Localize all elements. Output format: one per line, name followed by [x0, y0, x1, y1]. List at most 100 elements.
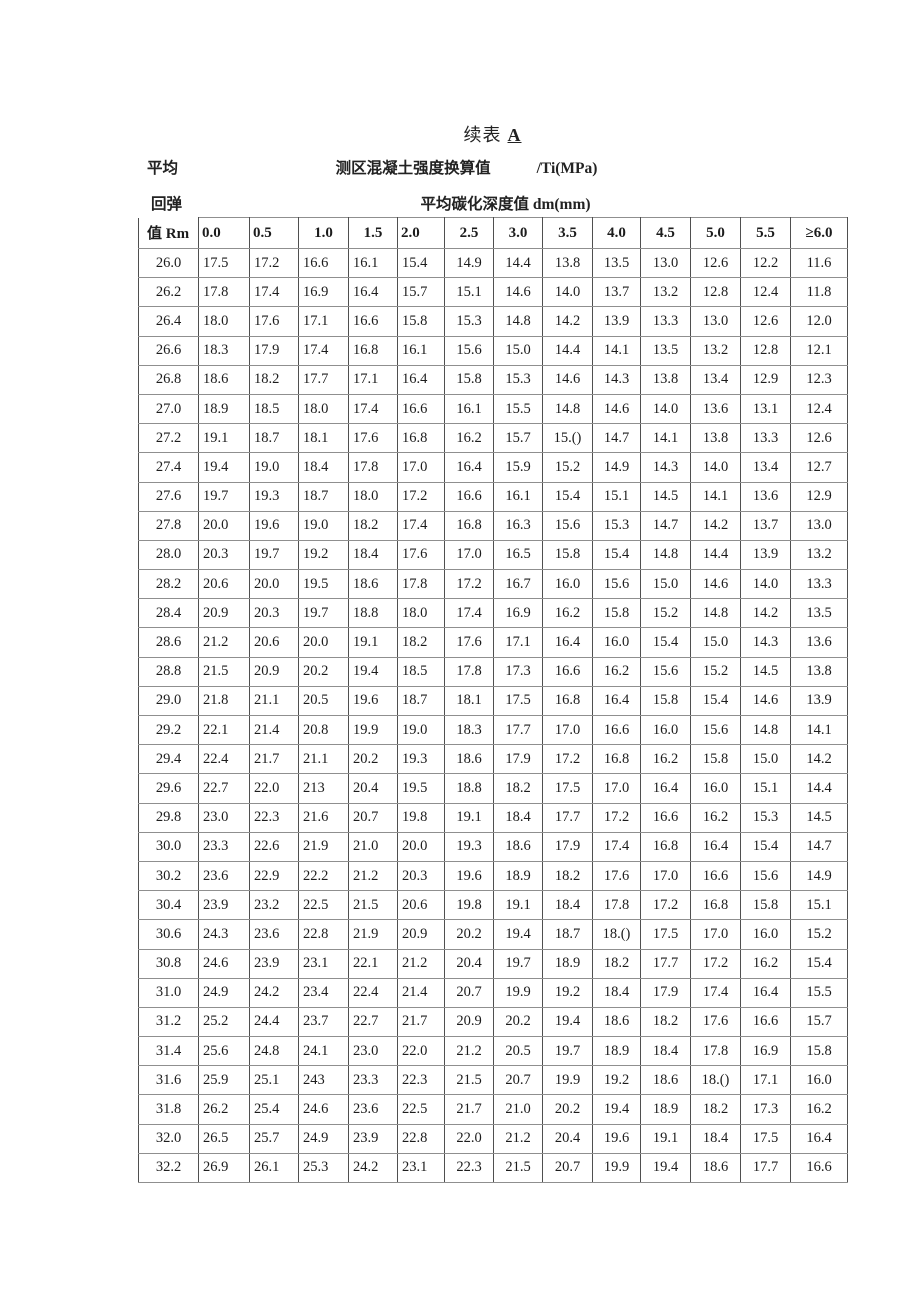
strength-value-cell: 13.4 [690, 364, 741, 395]
table-row-rm-30.2: 30.2 23.6 22.9 22.2 21.2 20.3 19.6 18.9 18.2 17.6… [138, 860, 848, 892]
table-row-rm-29.0: 29.0 21.8 21.1 20.5 19.6 18.7 18.1 17.5 16.8 16.4… [138, 685, 848, 717]
strength-value-cell: 23.1 [397, 1152, 445, 1184]
strength-value-cell: 19.8 [444, 890, 494, 921]
strength-value-cell: 20.5 [298, 685, 349, 717]
row-header-rm: 32.2 [138, 1152, 199, 1184]
strength-value-cell: 22.0 [444, 1123, 494, 1154]
strength-value-cell: 17.8 [690, 1036, 741, 1067]
strength-value-cell: 20.9 [198, 598, 250, 629]
strength-value-cell: 17.7 [298, 364, 349, 395]
strength-value-cell: 13.1 [740, 393, 791, 425]
table-row-rm-31.4: 31.4 25.6 24.8 24.1 23.0 22.0 21.2 20.5 19.7 18.9… [138, 1036, 848, 1067]
strength-value-cell: 13.6 [690, 393, 741, 425]
strength-value-cell: 14.0 [640, 393, 691, 425]
strength-value-cell: 16.6 [298, 247, 349, 279]
strength-value-cell: 16.2 [592, 656, 641, 687]
strength-value-cell: 12.2 [740, 247, 791, 279]
strength-value-cell: 16.8 [542, 685, 593, 717]
strength-value-cell: 16.1 [397, 335, 445, 366]
strength-value-cell: 19.7 [298, 598, 349, 629]
strength-value-cell: 19.7 [198, 481, 250, 512]
strength-value-cell: 20.5 [493, 1036, 543, 1067]
strength-value-cell: 14.9 [790, 860, 848, 892]
strength-value-cell: 18.2 [348, 510, 398, 541]
strength-value-cell: 18.4 [493, 802, 543, 833]
strength-value-cell: 20.2 [298, 656, 349, 687]
table-row-rm-27.4: 27.4 19.4 19.0 18.4 17.8 17.0 16.4 15.9 15.2 14.9… [138, 452, 848, 483]
depth-column-header-4.0: 4.0 [592, 217, 641, 249]
strength-value-cell: 19.7 [493, 948, 543, 979]
strength-value-cell: 18.5 [249, 393, 299, 425]
strength-value-cell: 14.9 [592, 452, 641, 483]
row-header-rm: 29.6 [138, 773, 199, 804]
table-row-rm-27.2: 27.2 19.1 18.7 18.1 17.6 16.8 16.2 15.7 15.() 14.… [138, 423, 848, 454]
strength-value-cell: 17.6 [249, 306, 299, 337]
strength-value-cell: 18.0 [397, 598, 445, 629]
strength-value-cell: 16.0 [690, 773, 741, 804]
row-header-rm: 30.8 [138, 948, 199, 979]
depth-column-header-0.5: 0.5 [249, 217, 299, 249]
strength-value-cell: 22.2 [298, 860, 349, 892]
strength-value-cell: 13.8 [640, 364, 691, 395]
strength-value-cell: 25.9 [198, 1065, 250, 1096]
strength-value-cell: 22.7 [198, 773, 250, 804]
depth-column-header-0.0: 0.0 [198, 217, 250, 249]
strength-value-cell: 20.9 [249, 656, 299, 687]
strength-value-cell: 17.0 [690, 919, 741, 950]
strength-value-cell: 25.4 [249, 1094, 299, 1125]
row-header-rm: 29.2 [138, 714, 199, 746]
strength-value-cell: 21.2 [444, 1036, 494, 1067]
strength-value-cell: 16.0 [790, 1065, 848, 1096]
table-row-rm-27.6: 27.6 19.7 19.3 18.7 18.0 17.2 16.6 16.1 15.4 15.1… [138, 481, 848, 512]
strength-value-cell: 13.3 [640, 306, 691, 337]
strength-value-cell: 16.6 [542, 656, 593, 687]
strength-value-cell: 18.3 [198, 335, 250, 366]
strength-value-cell: 23.6 [348, 1094, 398, 1125]
strength-value-cell: 22.5 [298, 890, 349, 921]
strength-value-cell: 19.7 [542, 1036, 593, 1067]
strength-value-cell: 15.8 [397, 306, 445, 337]
strength-value-cell: 20.0 [298, 627, 349, 658]
strength-value-cell: 20.2 [493, 1006, 543, 1038]
strength-value-cell: 17.9 [542, 831, 593, 862]
strength-value-cell: 243 [298, 1065, 349, 1096]
strength-value-cell: 17.1 [348, 364, 398, 395]
table-row-rm-28.8: 28.8 21.5 20.9 20.2 19.4 18.5 17.8 17.3 16.6 16.2… [138, 656, 848, 687]
strength-value-cell: 21.6 [298, 802, 349, 833]
strength-value-cell: 15.8 [542, 539, 593, 571]
strength-value-cell: 16.6 [790, 1152, 848, 1184]
strength-value-cell: 26.5 [198, 1123, 250, 1154]
strength-value-cell: 20.3 [397, 860, 445, 892]
strength-value-cell: 18.5 [397, 656, 445, 687]
strength-unit: /Ti(MPa) [536, 160, 598, 177]
strength-value-cell: 21.1 [298, 744, 349, 775]
strength-value-cell: 15.7 [790, 1006, 848, 1038]
strength-value-cell: 18.6 [493, 831, 543, 862]
strength-value-cell: 16.4 [592, 685, 641, 717]
strength-value-cell: 17.5 [740, 1123, 791, 1154]
depth-column-header-1.0: 1.0 [298, 217, 349, 249]
strength-value-cell: 25.2 [198, 1006, 250, 1038]
strength-value-cell: 15.4 [790, 948, 848, 979]
table-row-rm-30.0: 30.0 23.3 22.6 21.9 21.0 20.0 19.3 18.6 17.9 17.4… [138, 831, 848, 862]
strength-value-cell: 14.2 [740, 598, 791, 629]
strength-value-cell: 15.8 [592, 598, 641, 629]
strength-value-cell: 19.1 [640, 1123, 691, 1154]
strength-value-cell: 21.5 [348, 890, 398, 921]
strength-value-cell: 14.5 [790, 802, 848, 833]
strength-value-cell: 20.4 [444, 948, 494, 979]
strength-value-cell: 17.9 [493, 744, 543, 775]
strength-value-cell: 15.1 [790, 890, 848, 921]
row-header-rm: 26.0 [138, 247, 199, 279]
strength-value-cell: 21.4 [397, 977, 445, 1008]
strength-value-cell: 11.8 [790, 277, 848, 308]
strength-value-cell: 14.2 [790, 744, 848, 775]
strength-value-cell: 18.7 [542, 919, 593, 950]
strength-value-cell: 16.0 [740, 919, 791, 950]
strength-value-cell: 18.9 [493, 860, 543, 892]
strength-value-cell: 14.4 [690, 539, 741, 571]
strength-value-cell: 19.1 [493, 890, 543, 921]
strength-value-cell: 12.6 [790, 423, 848, 454]
strength-value-cell: 19.4 [198, 452, 250, 483]
